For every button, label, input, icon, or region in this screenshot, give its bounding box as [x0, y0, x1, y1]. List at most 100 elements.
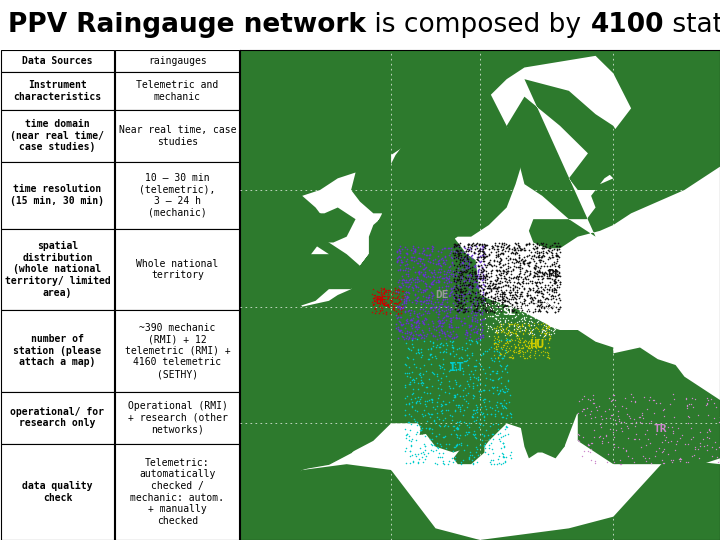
Point	[589, 228, 600, 237]
Point	[521, 307, 533, 315]
Point	[444, 291, 455, 300]
Point	[510, 331, 522, 340]
Point	[267, 262, 279, 271]
Point	[491, 292, 503, 300]
Point	[269, 173, 280, 182]
Point	[574, 251, 585, 259]
Point	[528, 252, 540, 261]
Point	[544, 334, 556, 342]
Point	[480, 287, 492, 296]
Point	[392, 254, 403, 262]
Point	[587, 390, 598, 399]
Point	[533, 192, 544, 200]
Point	[300, 244, 311, 253]
Point	[280, 219, 292, 227]
Point	[428, 221, 439, 230]
Point	[536, 325, 547, 334]
Point	[444, 383, 455, 392]
Point	[399, 260, 410, 269]
Point	[451, 364, 462, 373]
Point	[482, 275, 493, 284]
Point	[311, 82, 323, 91]
Point	[513, 278, 524, 287]
Point	[552, 276, 564, 285]
Point	[364, 322, 376, 331]
Point	[551, 167, 562, 176]
Point	[570, 178, 581, 186]
Point	[320, 237, 332, 246]
Point	[438, 347, 449, 356]
Point	[374, 230, 385, 239]
Point	[450, 313, 462, 321]
Point	[365, 364, 377, 373]
Point	[287, 328, 299, 337]
Point	[508, 252, 520, 260]
Point	[398, 275, 410, 284]
Point	[440, 421, 451, 430]
Point	[417, 292, 428, 301]
Point	[382, 291, 393, 300]
Point	[706, 443, 717, 451]
Point	[655, 80, 667, 89]
Point	[357, 298, 369, 306]
Point	[449, 261, 460, 269]
Point	[422, 383, 433, 392]
Point	[438, 318, 450, 326]
Point	[402, 293, 413, 301]
Point	[492, 328, 503, 337]
Point	[635, 442, 647, 451]
Point	[493, 239, 505, 247]
Point	[301, 237, 312, 246]
Point	[544, 330, 555, 339]
Point	[413, 258, 424, 267]
Point	[539, 252, 550, 260]
Point	[472, 299, 483, 307]
Point	[467, 238, 479, 247]
Point	[391, 301, 402, 310]
Point	[539, 298, 550, 306]
Point	[509, 298, 521, 306]
Point	[366, 399, 377, 408]
Point	[463, 427, 474, 436]
Point	[288, 397, 300, 406]
Point	[315, 246, 327, 255]
Point	[543, 130, 554, 138]
Point	[436, 441, 447, 450]
Point	[492, 300, 504, 309]
Point	[409, 281, 420, 289]
Point	[494, 266, 505, 274]
Point	[485, 410, 497, 418]
Point	[538, 326, 549, 335]
Point	[238, 202, 249, 211]
Point	[363, 224, 374, 233]
Point	[581, 112, 593, 120]
Point	[413, 241, 424, 250]
Point	[463, 261, 474, 270]
Point	[524, 328, 536, 336]
Point	[466, 306, 477, 315]
Point	[489, 327, 500, 336]
Point	[355, 241, 366, 250]
Point	[466, 268, 477, 277]
Point	[374, 219, 386, 227]
Point	[330, 290, 342, 299]
Point	[528, 299, 540, 308]
Point	[418, 387, 430, 396]
Point	[477, 315, 489, 323]
Point	[304, 171, 315, 179]
Point	[491, 267, 503, 275]
Point	[256, 58, 267, 66]
Point	[325, 248, 337, 257]
Point	[441, 303, 452, 312]
Point	[549, 279, 560, 287]
Point	[625, 397, 636, 406]
Point	[420, 315, 432, 323]
Point	[570, 179, 581, 188]
Point	[518, 352, 529, 360]
Point	[337, 226, 348, 235]
Point	[558, 163, 570, 172]
Point	[457, 411, 469, 420]
Point	[531, 318, 543, 327]
Point	[320, 261, 332, 269]
Point	[514, 348, 526, 356]
